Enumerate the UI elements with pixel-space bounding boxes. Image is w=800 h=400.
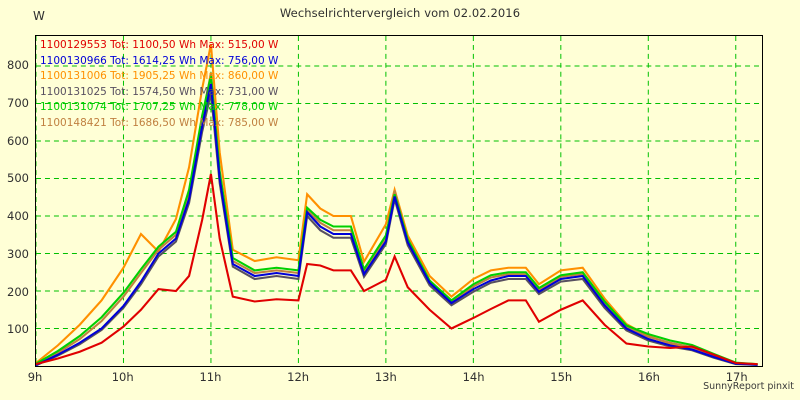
plot-area	[35, 35, 763, 367]
series-line	[36, 92, 758, 366]
legend: 1100129553 Tot: 1100,50 Wh Max: 515,00 W…	[40, 38, 278, 131]
watermark-label: SunnyReport pinxit	[703, 381, 794, 392]
legend-item: 1100130966 Tot: 1614,25 Wh Max: 756,00 W	[40, 54, 279, 67]
x-axis-tick: 11h	[199, 370, 222, 384]
x-axis-tick: 17h	[725, 370, 748, 384]
series-line	[36, 83, 758, 366]
y-axis-tick: 100	[7, 322, 29, 337]
series-line	[36, 75, 758, 366]
x-axis-tick: 16h	[638, 370, 660, 384]
legend-item: 1100148421 Tot: 1686,50 Wh Max: 785,00 W	[40, 116, 279, 129]
legend-item: 1100131025 Tot: 1574,50 Wh Max: 731,00 W	[40, 85, 279, 98]
series-lines	[36, 44, 758, 366]
x-axis-tick: 15h	[550, 370, 573, 384]
x-axis-tick: 9h	[27, 370, 43, 384]
x-axis-tick: 10h	[111, 370, 134, 384]
legend-item: 1100129553 Tot: 1100,50 Wh Max: 515,00 W	[40, 39, 279, 51]
y-axis-tick: 600	[7, 133, 29, 148]
y-axis-tick: 400	[7, 209, 29, 224]
series-line	[36, 173, 758, 366]
series-line	[36, 44, 758, 366]
legend-item: 1100131074 Tot: 1707,25 Wh Max: 778,00 W	[40, 101, 279, 113]
y-axis-unit-label: W	[33, 9, 45, 23]
y-axis-tick: 300	[7, 246, 29, 261]
y-axis-tick: 500	[7, 171, 29, 186]
x-axis-tick: 13h	[374, 370, 397, 384]
y-axis-tick: 200	[7, 284, 29, 299]
legend-item: 1100131006 Tot: 1905,25 Wh Max: 860,00 W	[40, 70, 279, 82]
y-axis-tick: 700	[7, 95, 29, 110]
y-axis-tick: 800	[7, 58, 29, 73]
x-axis-tick: 12h	[287, 370, 310, 384]
grid-lines	[36, 36, 762, 366]
chart-title: Wechselrichtervergleich vom 02.02.2016	[279, 6, 521, 20]
x-axis-tick: 14h	[462, 370, 485, 384]
